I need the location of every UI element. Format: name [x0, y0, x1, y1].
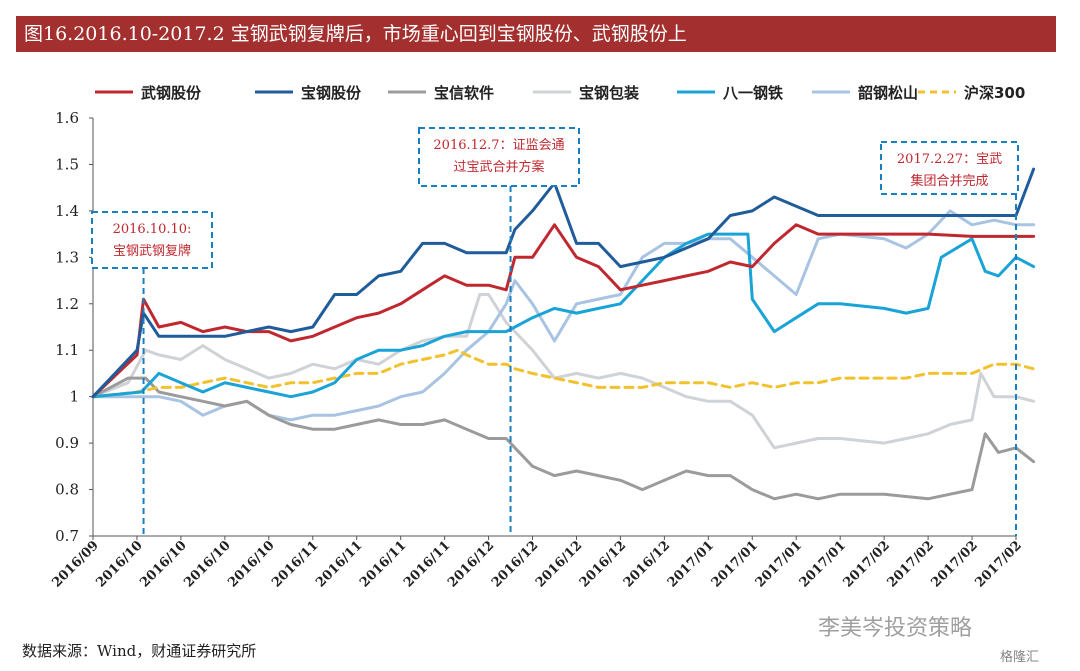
x-tick-label: 2017/01: [797, 538, 849, 590]
x-tick-label: 2016/12: [445, 538, 497, 590]
annotation-box: [880, 141, 1019, 195]
x-tick-label: 2017/02: [929, 538, 981, 590]
y-tick-label: 0.9: [55, 434, 79, 452]
y-tick-label: 1.1: [55, 341, 79, 359]
x-tick-label: 2016/12: [533, 538, 585, 590]
annotation-box: [418, 127, 580, 187]
legend: 武钢股份 宝钢股份 宝信软件 宝钢包装 八一钢铁 韶钢松山 沪深300: [95, 84, 1025, 102]
x-tick-label: 2016/11: [401, 538, 453, 590]
x-tick-label: 2017/01: [753, 538, 805, 590]
y-tick-label: 0.8: [55, 481, 79, 499]
chart-title-bar: 图16.2016.10-2017.2 宝钢武钢复牌后，市场重心回到宝钢股份、武钢…: [16, 16, 1056, 52]
x-tick-label: 2016/11: [357, 538, 409, 590]
series-line-6: [91, 348, 1036, 399]
x-tick-label: 2016/11: [313, 538, 365, 590]
x-tick-label: 2016/12: [577, 538, 629, 590]
x-tick-label: 2017/01: [665, 538, 717, 590]
series-line-2: [91, 376, 1036, 501]
watermark-text: 李美岑投资策略: [818, 616, 973, 641]
y-tick-label: 1.5: [55, 155, 79, 173]
series-line-3: [91, 293, 1036, 450]
y-tick-label: 0.7: [55, 527, 79, 545]
series-layer: [91, 167, 1036, 501]
y-tick-label: 1.6: [55, 109, 79, 127]
legend-label: 宝钢股份: [301, 84, 362, 102]
y-tick-label: 1.3: [55, 248, 79, 266]
x-tick-label: 2016/12: [489, 538, 541, 590]
annotation-label: 集团合并完成: [910, 173, 988, 189]
series-line-4: [91, 232, 1036, 399]
x-tick-label: 2016/11: [269, 538, 321, 590]
legend-label: 宝信软件: [434, 84, 494, 102]
x-tick-label: 2016/12: [621, 538, 673, 590]
series-line-5: [91, 209, 1036, 422]
source-note: 数据来源：Wind，财通证券研究所: [22, 642, 257, 660]
x-tick-label: 2016/10: [93, 538, 145, 590]
x-tick-label: 2017/01: [709, 538, 761, 590]
annotation-label: 2017.2.27：宝武: [897, 152, 1002, 167]
annotation-box: [91, 211, 213, 269]
y-tick-label: 1: [69, 388, 79, 406]
x-tick-label: 2016/09: [49, 538, 101, 590]
annotation-label: 2016.10.10:: [113, 222, 192, 237]
series-line-1: [91, 167, 1036, 399]
x-tick-label: 2016/10: [181, 538, 233, 590]
annotation-label: 2016.12.7：证监会通: [433, 138, 564, 153]
legend-label: 韶钢松山: [858, 84, 918, 102]
x-tick-label: 2017/02: [885, 538, 937, 590]
y-tick-label: 1.4: [55, 202, 79, 220]
x-tick-label: 2016/10: [137, 538, 189, 590]
legend-label: 武钢股份: [141, 84, 202, 102]
x-tick-label: 2016/10: [225, 538, 277, 590]
legend-label: 八一钢铁: [722, 84, 783, 102]
x-tick-label: 2017/02: [841, 538, 893, 590]
annotation-label: 宝钢武钢复牌: [113, 243, 191, 259]
y-tick-label: 1.2: [55, 295, 79, 313]
series-line-0: [91, 223, 1036, 399]
brand-logo-text: 格隆汇: [1000, 650, 1040, 665]
x-tick-label: 2017/02: [972, 538, 1024, 590]
legend-label: 宝钢包装: [579, 84, 640, 102]
annotation-label: 过宝武合并方案: [453, 159, 544, 175]
legend-label: 沪深300: [964, 84, 1025, 102]
